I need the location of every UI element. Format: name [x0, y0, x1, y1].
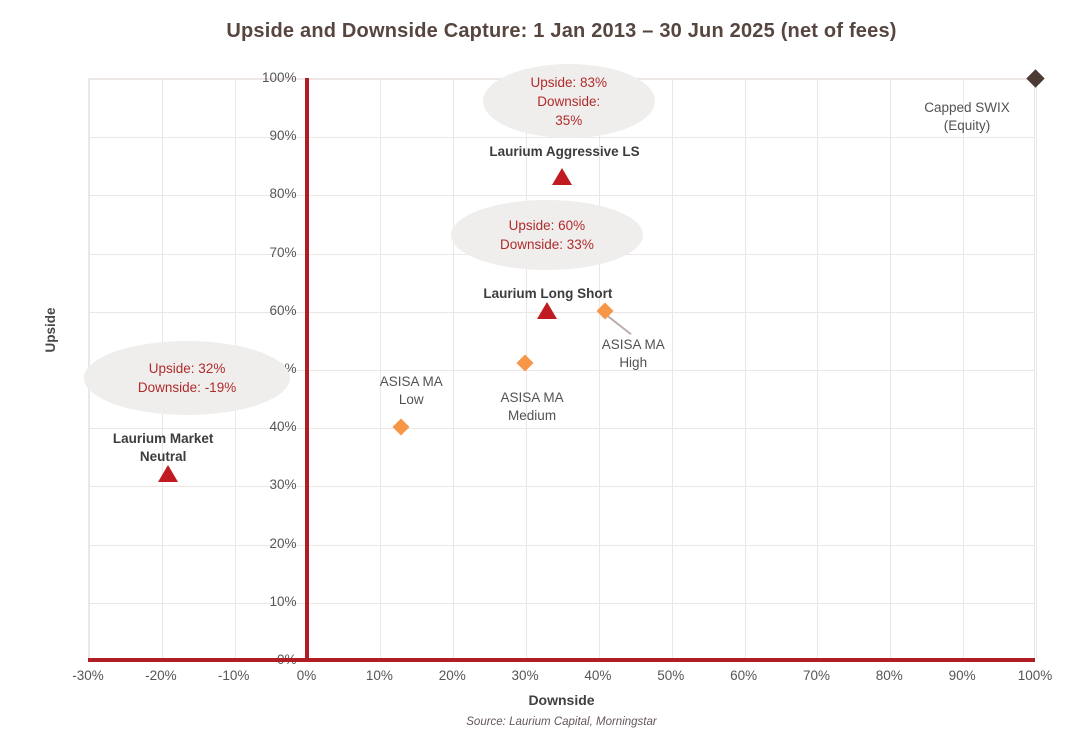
x-tick-label: -10% [217, 668, 250, 683]
gridline-horizontal [89, 195, 1034, 197]
x-tick-label: 30% [511, 668, 539, 683]
x-tick-label: 20% [438, 668, 466, 683]
chart-title: Upside and Downside Capture: 1 Jan 2013 … [226, 20, 897, 42]
gridline-horizontal [89, 253, 1034, 255]
gridline-horizontal [89, 79, 1034, 80]
gridline-vertical [307, 79, 309, 659]
x-tick-label: 70% [802, 668, 830, 683]
gridline-horizontal [89, 661, 1034, 662]
gridline-vertical [89, 79, 90, 659]
x-tick-label: 60% [730, 668, 758, 683]
gridline-vertical [1036, 79, 1037, 659]
x-tick-label: 100% [1017, 668, 1053, 683]
gridline-vertical [598, 79, 600, 659]
gridline-horizontal [89, 602, 1034, 604]
x-tick-label: 40% [584, 668, 612, 683]
x-axis-title: Downside [528, 692, 595, 708]
gridline-horizontal [89, 370, 1034, 371]
gridline-horizontal [89, 137, 1034, 139]
x-tick-label: 0% [296, 668, 317, 683]
gridline-vertical [234, 79, 236, 659]
gridline-vertical [671, 79, 673, 659]
gridline-horizontal [89, 311, 1034, 313]
gridline-vertical [963, 79, 965, 659]
x-tick-label: 50% [657, 668, 685, 683]
gridline-vertical [380, 79, 382, 659]
gridline-vertical [817, 79, 819, 659]
y-axis-title: Upside [43, 307, 59, 353]
x-tick-label: 80% [875, 668, 903, 683]
x-tick-label: -20% [145, 668, 177, 683]
x-tick-label: 90% [948, 668, 976, 683]
x-tick-label: -30% [72, 668, 104, 683]
gridline-vertical [161, 79, 163, 659]
x-tick-label: 10% [365, 668, 393, 683]
plot-area [88, 78, 1037, 662]
gridline-horizontal [89, 428, 1034, 430]
source-note: Source: Laurium Capital, Morningstar [466, 716, 657, 728]
gridline-vertical [890, 79, 892, 659]
gridline-vertical [453, 79, 455, 659]
gridline-horizontal [89, 486, 1034, 488]
gridline-horizontal [89, 544, 1034, 546]
gridline-vertical [744, 79, 746, 659]
gridline-vertical [526, 79, 528, 659]
